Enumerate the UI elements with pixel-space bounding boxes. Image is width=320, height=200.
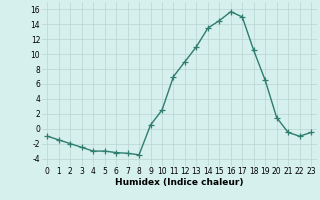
- X-axis label: Humidex (Indice chaleur): Humidex (Indice chaleur): [115, 178, 244, 187]
